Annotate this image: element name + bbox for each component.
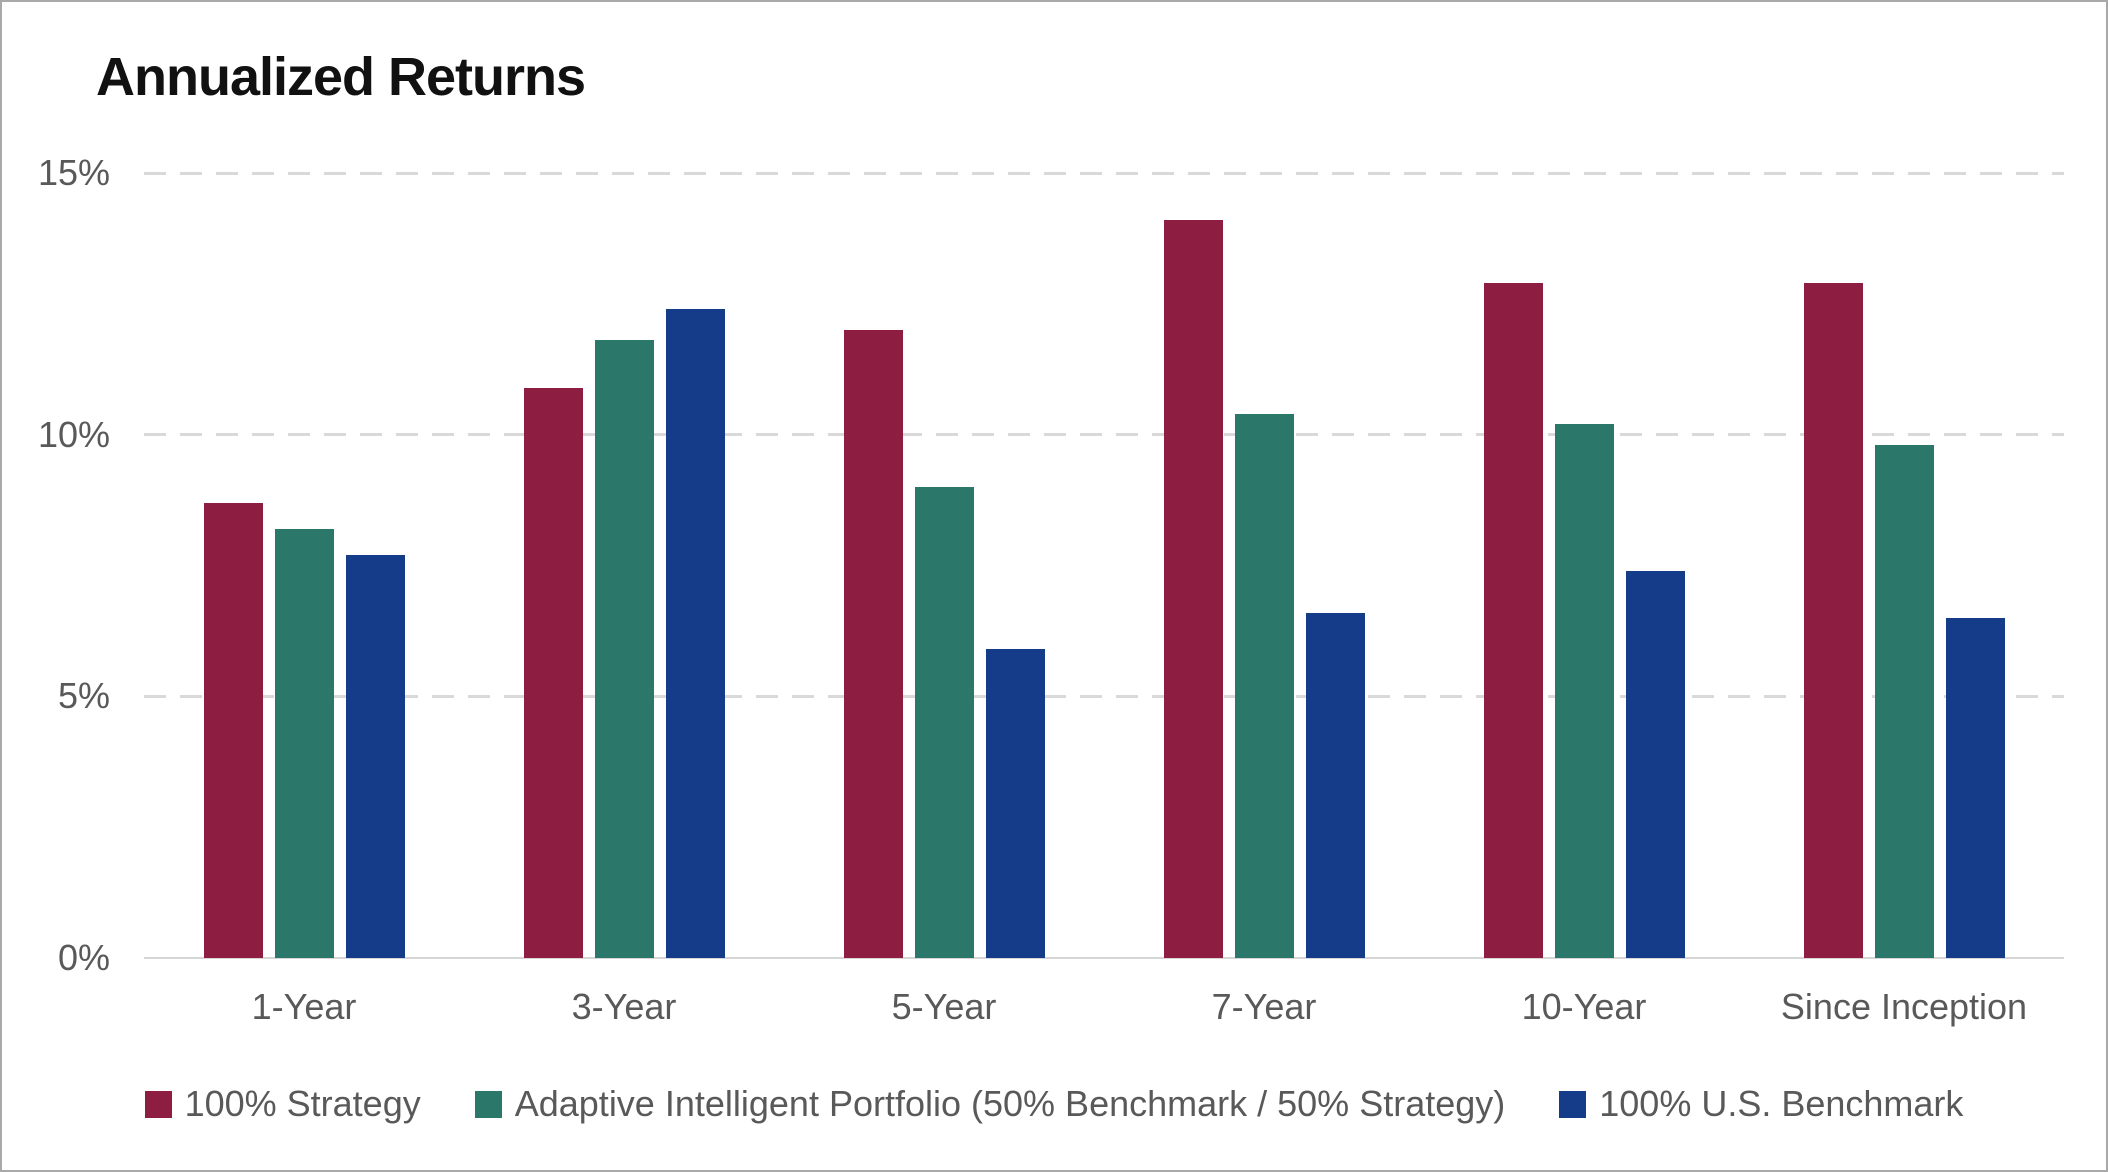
bar-group: [784, 173, 1104, 958]
bar: [1305, 613, 1365, 958]
bar: [665, 309, 725, 958]
bar-group: [464, 173, 784, 958]
bar: [1945, 618, 2005, 958]
x-axis-label: 1-Year: [251, 986, 357, 1027]
bar-group: [144, 173, 464, 958]
x-axis-label: 5-Year: [891, 986, 997, 1027]
bar: [203, 503, 263, 958]
bar: [985, 649, 1045, 958]
legend-swatch: [1559, 1090, 1587, 1118]
plot-area: [144, 172, 2064, 959]
x-axis-labels: 1-Year 3-Year 5-Year 7-Year 10-Year Since Inc…: [144, 986, 2064, 1028]
legend-swatch: [474, 1090, 502, 1118]
x-axis-line: [144, 957, 2064, 959]
y-axis-tick-0: 0%: [57, 937, 110, 978]
legend-item: 100% U.S. Benchmark: [1559, 1082, 1963, 1126]
y-axis-tick-10: 10%: [37, 414, 110, 455]
bar: [1163, 220, 1223, 958]
legend-label: Adaptive Intelligent Portfolio (50% Benc…: [514, 1083, 1506, 1124]
bar: [1803, 283, 1863, 958]
bar: [274, 529, 334, 958]
bar-group: [1424, 173, 1744, 958]
bar-groups: [144, 173, 2064, 958]
bar: [843, 330, 903, 958]
bar: [1874, 445, 1934, 958]
bar: [1625, 571, 1685, 958]
bar: [523, 388, 583, 958]
bar: [1234, 414, 1294, 958]
legend-label: 100% U.S. Benchmark: [1599, 1083, 1964, 1124]
legend-swatch: [144, 1090, 172, 1118]
gridline-5pct: [144, 695, 2064, 698]
x-axis-label: 3-Year: [571, 986, 677, 1027]
gridline-10pct: [144, 433, 2064, 436]
bar-group: [1104, 173, 1424, 958]
bar: [1554, 424, 1614, 958]
bar: [345, 555, 405, 958]
legend-label: 100% Strategy: [184, 1083, 421, 1124]
bar: [1483, 283, 1543, 958]
x-axis-label: 10-Year: [1521, 986, 1647, 1027]
legend-item: Adaptive Intelligent Portfolio (50% Benc…: [474, 1082, 1506, 1126]
bar-group: [1744, 173, 2064, 958]
y-axis-tick-15: 15%: [37, 152, 110, 193]
x-axis-label: 7-Year: [1211, 986, 1317, 1027]
gridline-15pct: [144, 172, 2064, 175]
y-axis-tick-5: 5%: [57, 675, 110, 716]
legend-item: 100% Strategy: [144, 1082, 421, 1126]
x-axis-label: Since Inception: [1780, 986, 2028, 1027]
bar: [594, 340, 654, 958]
chart-title: Annualized Returns: [96, 47, 586, 107]
legend: 100% Strategy Adaptive Intelligent Portfo…: [2, 1082, 2106, 1126]
bar: [914, 487, 974, 958]
